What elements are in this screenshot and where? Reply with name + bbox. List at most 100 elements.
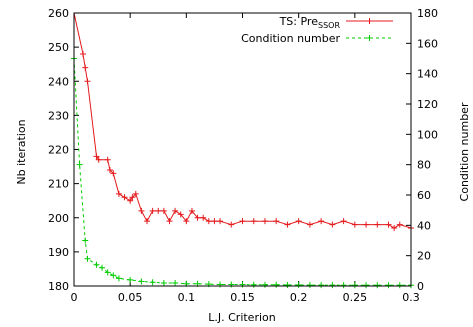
data-point — [95, 156, 102, 163]
legend-label-ts-pre: TS: PreSSOR — [279, 15, 341, 30]
data-point — [93, 261, 100, 268]
data-point — [239, 281, 246, 288]
data-point — [172, 207, 179, 214]
data-point — [106, 166, 113, 173]
data-point — [284, 281, 291, 288]
data-point — [84, 255, 91, 262]
y-tick-label: 210 — [48, 178, 69, 191]
series-1 — [71, 55, 414, 289]
data-point — [166, 218, 173, 225]
y2-tick-label: 100 — [417, 128, 438, 141]
data-point — [194, 214, 201, 221]
y2-tick-label: 0 — [417, 280, 424, 293]
legend-label-main: TS: Pre — [279, 15, 319, 28]
data-point — [396, 282, 403, 289]
data-point — [127, 197, 134, 204]
y2-tick-label: 60 — [417, 189, 431, 202]
data-point — [132, 190, 139, 197]
data-point — [104, 269, 111, 276]
data-point — [138, 207, 145, 214]
data-point — [340, 218, 347, 225]
data-point — [205, 218, 212, 225]
data-point — [295, 218, 302, 225]
series-line — [73, 58, 411, 286]
data-point — [284, 221, 291, 228]
x-tick-label: 0 — [71, 291, 78, 304]
data-point — [374, 221, 381, 228]
data-point — [138, 278, 145, 285]
data-point — [385, 282, 392, 289]
data-point — [188, 207, 195, 214]
data-point — [374, 282, 381, 289]
data-point — [160, 207, 167, 214]
data-point — [79, 50, 86, 57]
series-0 — [73, 12, 414, 231]
data-point — [228, 221, 235, 228]
data-point — [200, 214, 207, 221]
data-point — [183, 218, 190, 225]
data-point — [211, 218, 218, 225]
y-axis-label: Nb iteration — [15, 119, 28, 184]
data-point — [82, 237, 89, 244]
data-point — [155, 207, 162, 214]
data-point — [82, 64, 89, 71]
data-point — [250, 218, 257, 225]
x-axis-label: L.J. Criterion — [208, 311, 276, 324]
data-point — [396, 221, 403, 228]
y-tick-label: 260 — [48, 7, 69, 20]
data-point — [273, 281, 280, 288]
data-point — [217, 218, 224, 225]
legend-marker — [366, 18, 373, 24]
data-point — [363, 282, 370, 289]
data-point — [385, 221, 392, 228]
data-point — [351, 221, 358, 228]
data-point — [104, 156, 111, 163]
y2-axis-label: Condition number — [458, 102, 471, 201]
data-point — [115, 190, 122, 197]
legend: TS: PreSSOR Condition number — [241, 15, 393, 45]
y2-tick-label: 120 — [417, 98, 438, 111]
y-tick-label: 230 — [48, 109, 69, 122]
y-tick-label: 190 — [48, 246, 69, 259]
legend-label-condition-number: Condition number — [241, 32, 340, 45]
data-point — [295, 281, 302, 288]
data-point — [391, 224, 398, 231]
x-tick-label: 0.3 — [402, 291, 420, 304]
data-point — [340, 282, 347, 289]
data-point — [76, 161, 83, 168]
y-tick-label: 200 — [48, 212, 69, 225]
data-point — [110, 170, 117, 177]
y2-tick-label: 20 — [417, 250, 431, 263]
data-point — [329, 282, 336, 289]
legend-marker — [366, 35, 373, 41]
legend-entry-ts-pre-ssor: TS: PreSSOR — [279, 15, 393, 30]
data-point — [144, 218, 151, 225]
x-tick-label: 0.15 — [230, 291, 255, 304]
plot-frame — [73, 12, 412, 287]
data-point — [318, 218, 325, 225]
data-point — [363, 221, 370, 228]
data-point — [329, 221, 336, 228]
data-point — [149, 279, 156, 286]
data-point — [217, 281, 224, 288]
y2-tick-label: 40 — [417, 219, 431, 232]
y2-tick-label: 140 — [417, 68, 438, 81]
data-point — [228, 281, 235, 288]
data-point — [93, 153, 100, 160]
data-point — [261, 281, 268, 288]
data-point — [84, 78, 91, 85]
legend-entry-condition-number: Condition number — [241, 32, 393, 45]
data-point — [177, 211, 184, 218]
data-point — [160, 279, 167, 286]
data-point — [250, 281, 257, 288]
data-point — [306, 282, 313, 289]
y-tick-label: 220 — [48, 144, 69, 157]
y2-tick-label: 80 — [417, 159, 431, 172]
x-tick-label: 0.2 — [290, 291, 308, 304]
y-tick-label: 240 — [48, 75, 69, 88]
x-tick-label: 0.05 — [118, 291, 143, 304]
data-point — [121, 194, 128, 201]
x-tick-label: 0.1 — [178, 291, 196, 304]
data-point — [351, 282, 358, 289]
